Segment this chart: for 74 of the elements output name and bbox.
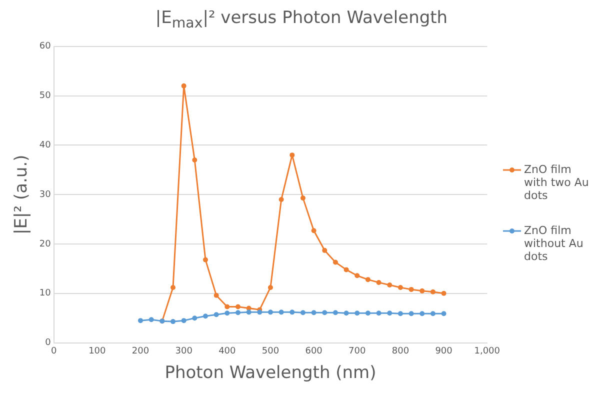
point [235,304,240,310]
point [202,257,208,262]
point [181,83,186,88]
x-tick-label: 300 [175,346,193,357]
point [354,273,360,278]
point [376,280,382,286]
legend-label: ZnO film with two Au dots [524,163,590,202]
point [311,310,316,316]
point [332,310,338,316]
x-tick-label: 400 [218,346,236,357]
point [148,317,154,322]
point [192,316,198,321]
point [354,310,360,316]
x-tick-label: 100 [88,346,106,357]
point [376,310,382,316]
point [430,289,436,294]
x-axis-title: Photon Wavelength (nm) [164,363,376,384]
point [344,310,349,316]
point [246,310,252,315]
point [138,318,144,324]
y-tick-label: 50 [39,91,52,102]
point [268,310,273,315]
y-tick-label: 0 [45,338,52,348]
point [387,282,392,288]
point [365,310,370,316]
point [398,284,403,290]
x-tick-label: 800 [392,346,410,357]
x-tick-label: 200 [132,346,150,357]
x-tick-label: 600 [305,346,323,357]
point [181,318,186,324]
point [278,197,284,202]
point [224,310,230,316]
y-tick-label: 10 [39,288,52,299]
point [408,311,414,316]
chart-title: |E$_{max}$|² versus Photon Wavelength [154,8,449,34]
point [278,310,284,315]
point [344,267,349,272]
point [214,292,219,298]
point [268,284,273,290]
point [300,196,306,201]
point [420,311,425,316]
point [322,310,328,316]
point [430,311,436,316]
point [192,158,198,163]
legend-label: ZnO film without Au dots [524,224,584,263]
x-tick-label: 500 [262,346,280,357]
point [224,304,230,310]
point [170,319,176,324]
point [235,310,240,316]
y-axis-title: |E|² (a.u.) [12,154,32,234]
point [290,310,295,315]
point [311,228,316,234]
point [365,277,370,282]
x-tick-label: 700 [348,346,366,357]
point [332,260,338,265]
point [300,310,306,316]
point [214,312,219,318]
y-tick-label: 60 [39,42,52,52]
point [387,310,392,316]
y-tick-label: 40 [39,140,52,151]
point [441,290,446,296]
point [398,311,403,316]
x-tick-label: 900 [435,346,453,357]
point [202,314,208,319]
point [408,286,414,292]
point [322,248,328,253]
point [420,288,425,294]
point [290,152,295,158]
y-tick-label: 20 [39,239,52,250]
x-tick-label: 1,000 [474,346,500,357]
point [257,310,262,315]
point [170,284,176,290]
point [441,311,446,316]
y-tick-label: 30 [39,190,52,200]
